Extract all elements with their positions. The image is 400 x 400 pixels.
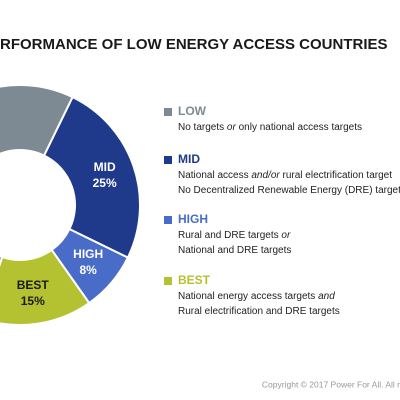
slice-value: 8% bbox=[79, 263, 97, 277]
description-part: or bbox=[227, 122, 237, 133]
donut-slice bbox=[0, 84, 74, 267]
description-part: only national access targets bbox=[236, 122, 362, 133]
description-part: rural electrification target bbox=[280, 170, 392, 181]
legend-label: HIGH bbox=[178, 212, 208, 226]
legend-description: National energy access targets and bbox=[178, 291, 335, 302]
donut-slice bbox=[0, 248, 91, 326]
slice-name: HIGH bbox=[73, 247, 103, 261]
legend-swatch bbox=[164, 216, 172, 224]
legend-swatch bbox=[164, 156, 172, 164]
donut-slice bbox=[42, 95, 141, 259]
description-part: National access bbox=[178, 170, 251, 181]
slice-value: 25% bbox=[93, 176, 117, 190]
description-part: No Decentralized Renewable Energy (DRE) … bbox=[178, 185, 400, 196]
legend-description: No targets or only national access targe… bbox=[178, 122, 362, 133]
legend-description: No Decentralized Renewable Energy (DRE) … bbox=[178, 185, 400, 196]
legend-description: National access and/or rural electrifica… bbox=[178, 170, 392, 181]
copyright: Copyright © 2017 Power For All. All r bbox=[262, 379, 400, 389]
legend-description: Rural electrification and DRE targets bbox=[178, 306, 340, 317]
legend-description: National and DRE targets bbox=[178, 245, 291, 256]
description-part: and bbox=[318, 291, 335, 302]
legend-label: MID bbox=[178, 152, 200, 166]
description-part: National and DRE targets bbox=[178, 245, 291, 256]
chart-title: RFORMANCE OF LOW ENERGY ACCESS COUNTRIES bbox=[0, 36, 388, 53]
legend-swatch bbox=[164, 108, 172, 116]
legend-swatch bbox=[164, 277, 172, 285]
description-part: Rural and DRE targets bbox=[178, 230, 281, 241]
slice-name: MID bbox=[94, 160, 116, 174]
description-part: and/or bbox=[251, 170, 280, 181]
legend-label: LOW bbox=[178, 104, 207, 118]
slice-value: 15% bbox=[21, 294, 45, 308]
description-part: National energy access targets bbox=[178, 291, 318, 302]
description-part: or bbox=[281, 230, 291, 241]
description-part: Rural electrification and DRE targets bbox=[178, 306, 340, 317]
description-part: No targets bbox=[178, 122, 227, 133]
legend-label: BEST bbox=[178, 273, 211, 287]
slice-name: BEST bbox=[17, 278, 50, 292]
legend-description: Rural and DRE targets or bbox=[178, 230, 291, 241]
